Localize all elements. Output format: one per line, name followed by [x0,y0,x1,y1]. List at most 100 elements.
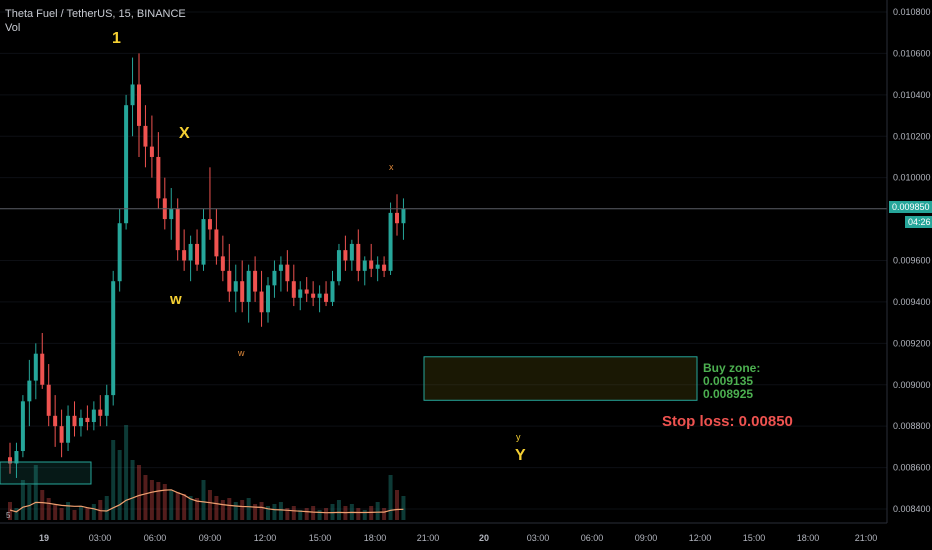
time-tick-label: 12:00 [254,533,277,543]
candle-body [201,219,206,265]
volume-bar [53,505,58,520]
volume-bar [40,490,45,520]
candle-body [362,260,367,271]
price-tick-label: 0.008400 [893,504,931,514]
buy-zone-box[interactable] [423,356,698,401]
time-axis[interactable]: 19 03:00 06:00 09:00 12:00 15:00 18:00 21:00 20 0… [39,533,877,543]
time-tick-label: 06:00 [581,533,604,543]
candle-body [278,264,283,271]
candle-body [111,281,116,396]
volume-bar [382,508,387,520]
wave-label-w-major: w [169,291,182,308]
volume-bar [130,460,135,520]
wave-label-x-minor: x [389,162,394,172]
wave-label-w-minor: w [237,348,245,358]
candle-body [395,212,399,224]
countdown-tag: 04:26 [905,216,932,228]
candle-body [124,105,129,224]
volume-bar [220,500,225,520]
candle-body [169,208,174,220]
volume-bar [59,508,64,520]
stop-loss-label: Stop loss: 0.00850 [662,413,793,430]
volume-bar [124,425,129,520]
volume-bar [195,498,200,520]
volume-bar [253,504,258,520]
time-tick-label: 21:00 [855,533,878,543]
volume-bar [117,450,122,520]
candle-body [72,415,77,427]
candle-body [336,250,341,282]
candle-body [253,270,258,292]
prior-zone-box[interactable] [0,461,92,485]
candle-body [14,451,19,464]
price-tick-label: 0.009000 [893,380,931,390]
time-tick-label: 21:00 [417,533,440,543]
volume-bar [388,475,393,520]
candle-body [149,146,154,157]
volume-bar [233,502,238,520]
vol-axis-tick: 5 [6,511,11,520]
candle-body [175,208,180,251]
candle-body [375,264,380,269]
volume-bar [85,508,90,520]
price-tick-label: 0.009600 [893,256,931,266]
volume-bar [278,502,283,520]
symbol-header[interactable]: Theta Fuel / TetherUS, 15, BINANCE [5,8,186,20]
price-axis[interactable]: 0.010800 0.010600 0.010400 0.010200 0.010000… [893,7,931,514]
price-tick-label: 0.008800 [893,421,931,431]
wave-label-1: 1 [112,30,121,47]
candle-body [207,219,212,230]
volume-bar [324,508,329,520]
candle-body [349,243,354,261]
candle-body [343,250,348,261]
volume-bar [182,494,187,520]
volume-bar [240,500,245,520]
buy-zone-low: 0.008925 [703,387,753,401]
candle-body [91,409,96,423]
time-tick-label: 03:00 [89,533,112,543]
candle-body [137,84,141,126]
candle-body [401,208,406,224]
volume-indicator-label[interactable]: Vol [5,22,21,34]
price-tick-label: 0.010800 [893,7,931,17]
price-tick-label: 0.009200 [893,338,931,348]
volume-bar [91,504,96,520]
time-tick-label: 12:00 [689,533,712,543]
candle-body [304,289,309,294]
volume-bars [8,425,406,520]
candle-body [20,401,25,452]
candle-body [324,293,329,302]
time-tick-label: 15:00 [743,533,766,543]
volume-bar [137,465,141,520]
volume-bar [66,502,71,520]
candle-body [117,223,122,282]
candle-body [246,270,251,302]
candle-body [317,293,322,298]
candle-body [195,243,200,265]
candle-body [188,243,193,261]
volume-bar [214,496,219,520]
buy-zone-title: Buy zone: [703,361,760,375]
candle-body [285,264,290,282]
volume-bar [259,502,264,520]
candle-body [272,270,277,286]
time-tick-label: 19 [39,533,49,543]
wave-label-y-major: Y [515,447,526,464]
time-tick-label: 09:00 [635,533,658,543]
volume-bar [375,502,380,520]
volume-bar [98,500,103,520]
wave-label-y-minor: y [516,432,521,442]
volume-bar [401,496,406,520]
candle-body [59,426,64,443]
volume-bar [169,490,174,520]
volume-bar [336,500,341,520]
time-tick-label: 09:00 [199,533,222,543]
candle-body [356,243,361,271]
candles [8,53,406,478]
volume-bar [111,440,116,520]
candle-body [298,289,303,298]
volume-bar [143,475,148,520]
volume-bar [285,508,290,520]
candle-body [40,353,45,385]
